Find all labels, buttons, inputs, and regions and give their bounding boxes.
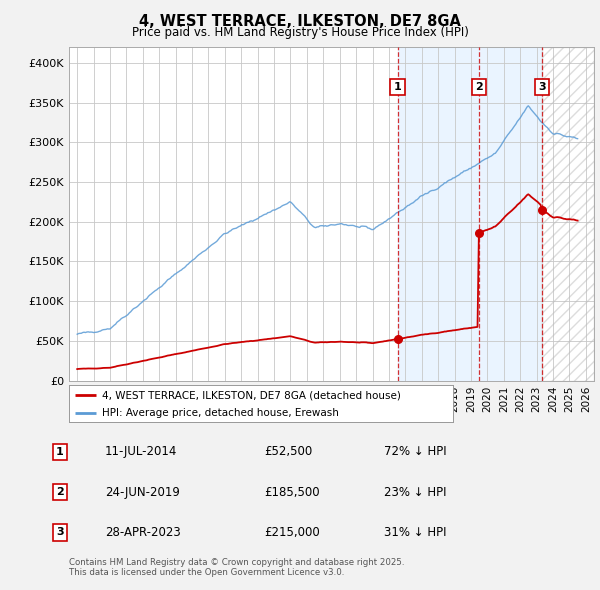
Text: 4, WEST TERRACE, ILKESTON, DE7 8GA: 4, WEST TERRACE, ILKESTON, DE7 8GA	[139, 14, 461, 29]
Text: 28-APR-2023: 28-APR-2023	[105, 526, 181, 539]
Text: 2: 2	[475, 82, 483, 92]
Bar	[542, 47, 594, 381]
Text: 3: 3	[538, 82, 545, 92]
Bar	[398, 47, 542, 381]
Bar	[542, 47, 594, 381]
Text: 2: 2	[56, 487, 64, 497]
Text: 1: 1	[394, 82, 401, 92]
Text: 31% ↓ HPI: 31% ↓ HPI	[384, 526, 446, 539]
Text: 72% ↓ HPI: 72% ↓ HPI	[384, 445, 446, 458]
Text: 1: 1	[56, 447, 64, 457]
Text: Contains HM Land Registry data © Crown copyright and database right 2025.
This d: Contains HM Land Registry data © Crown c…	[69, 558, 404, 577]
Text: Price paid vs. HM Land Registry's House Price Index (HPI): Price paid vs. HM Land Registry's House …	[131, 26, 469, 39]
Text: 4, WEST TERRACE, ILKESTON, DE7 8GA (detached house): 4, WEST TERRACE, ILKESTON, DE7 8GA (deta…	[101, 390, 401, 400]
Text: HPI: Average price, detached house, Erewash: HPI: Average price, detached house, Erew…	[101, 408, 338, 418]
Text: £215,000: £215,000	[264, 526, 320, 539]
Text: 3: 3	[56, 527, 64, 537]
Text: 23% ↓ HPI: 23% ↓ HPI	[384, 486, 446, 499]
Text: £185,500: £185,500	[264, 486, 320, 499]
Text: 11-JUL-2014: 11-JUL-2014	[105, 445, 178, 458]
Text: 24-JUN-2019: 24-JUN-2019	[105, 486, 180, 499]
Text: £52,500: £52,500	[264, 445, 312, 458]
